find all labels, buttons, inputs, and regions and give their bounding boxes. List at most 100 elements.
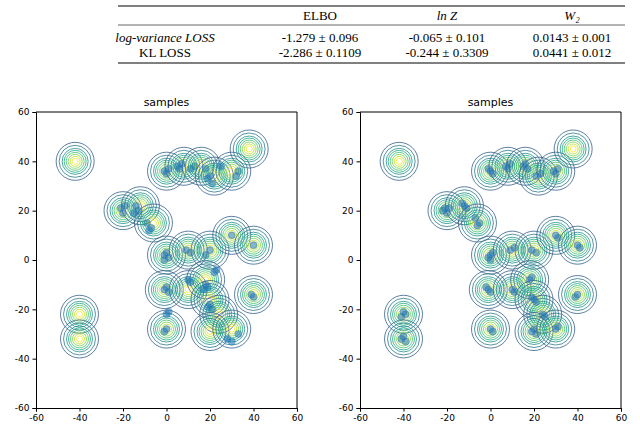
contour-ring xyxy=(249,240,259,250)
contour-ring xyxy=(475,313,507,345)
y-tick: -40 xyxy=(339,354,360,364)
contour-ring xyxy=(571,238,585,252)
contour-ring xyxy=(156,318,178,340)
x-tick-mark xyxy=(404,408,405,412)
contour-ring xyxy=(568,144,578,154)
results-table: ELBOln ZW₂log-variance LOSS-1.279 ± 0.09… xyxy=(115,6,625,63)
contour-ring xyxy=(480,318,502,340)
x-tick-mark xyxy=(297,408,298,412)
y-tick-mark xyxy=(357,211,361,212)
contour-ring xyxy=(71,330,89,348)
sample-point xyxy=(554,234,561,241)
contour-ring xyxy=(207,247,213,253)
contour-ring xyxy=(238,138,260,160)
contour-ring xyxy=(527,325,541,339)
y-tick-mark xyxy=(357,260,361,261)
contour-ring xyxy=(516,157,534,175)
contour-ring xyxy=(392,154,406,168)
y-tick-label: 40 xyxy=(342,157,354,167)
contour-ring xyxy=(235,276,273,314)
y-tick-label: 0 xyxy=(24,255,30,265)
table-cell: -2.286 ± 0.1109 xyxy=(279,45,361,60)
plot-background xyxy=(360,112,621,408)
contour-ring xyxy=(388,298,420,330)
contour-ring xyxy=(221,224,243,246)
x-axis: -60-40-200204060 xyxy=(29,408,303,423)
contour-ring xyxy=(148,310,186,348)
contour-ring xyxy=(527,292,541,306)
contour-ring xyxy=(247,238,261,252)
contour-ring xyxy=(243,284,265,306)
contour-ring xyxy=(466,212,488,234)
sample-point xyxy=(204,303,211,310)
y-tick-label: -60 xyxy=(339,403,354,413)
sample-point xyxy=(398,335,405,342)
sample-point xyxy=(204,284,211,291)
contour-ring xyxy=(235,226,273,264)
row-label: log-variance LOSS xyxy=(115,30,215,45)
contour-ring xyxy=(137,207,169,239)
table-cell: -1.279 ± 0.096 xyxy=(282,30,359,45)
sample-point xyxy=(122,202,129,209)
y-tick-label: 60 xyxy=(18,107,30,117)
contour-ring xyxy=(386,148,412,174)
table-rule xyxy=(118,63,625,64)
contour-ring xyxy=(216,313,248,345)
sample-point xyxy=(206,247,213,254)
sample-point xyxy=(146,227,153,234)
contour-ring xyxy=(562,229,594,261)
x-axis: -60-40-200204060 xyxy=(353,408,627,423)
x-tick-label: 0 xyxy=(488,413,494,423)
contour-ring xyxy=(73,332,87,346)
contour-ring xyxy=(565,232,591,258)
contour-ring xyxy=(244,144,254,154)
contour-ring xyxy=(245,236,263,254)
sample-point xyxy=(511,244,518,251)
contour-ring xyxy=(140,210,166,236)
y-tick-mark xyxy=(357,359,361,360)
x-tick-label: -40 xyxy=(397,413,412,423)
sample-point xyxy=(191,163,198,170)
x-tick: 0 xyxy=(164,408,170,423)
contour-ring xyxy=(457,199,471,213)
contour-ring xyxy=(547,320,565,338)
y-tick: 0 xyxy=(24,255,36,265)
contour-ring xyxy=(221,160,243,182)
x-tick-label: -60 xyxy=(353,413,368,423)
x-tick: 20 xyxy=(529,408,541,423)
contour-ring xyxy=(559,226,597,264)
x-axis-line xyxy=(37,409,298,412)
contour-ring xyxy=(172,234,204,266)
x-tick-label: 0 xyxy=(164,413,170,423)
y-tick: -60 xyxy=(339,403,360,413)
sample-point xyxy=(572,293,579,300)
sample-point xyxy=(250,242,257,249)
frame-right xyxy=(621,112,622,408)
contour-ring xyxy=(484,322,498,336)
contour-ring xyxy=(142,212,164,234)
contour-ring xyxy=(521,271,539,289)
contour-ring xyxy=(569,236,587,254)
sample-point xyxy=(209,180,216,187)
x-tick: 20 xyxy=(205,408,217,423)
sample-point xyxy=(459,200,466,207)
contour-ring xyxy=(562,138,584,160)
contour-ring xyxy=(549,322,563,336)
y-tick-mark xyxy=(33,112,37,113)
contour-ring xyxy=(181,243,195,257)
contour-ring xyxy=(245,286,263,304)
contour-ring xyxy=(565,282,591,308)
x-tick: -60 xyxy=(29,408,44,423)
y-tick-mark xyxy=(357,309,361,310)
contour-ring xyxy=(549,164,563,178)
contour-ring xyxy=(73,307,87,321)
contour-ring xyxy=(191,231,229,269)
contour-ring xyxy=(395,305,413,323)
contour-ring xyxy=(77,311,83,317)
contour-ring xyxy=(489,147,527,185)
contour-ring xyxy=(537,152,575,190)
contour-ring xyxy=(225,228,239,242)
chart-title: samples xyxy=(468,96,514,109)
contour-ring xyxy=(521,237,547,263)
y-tick-mark xyxy=(357,161,361,162)
